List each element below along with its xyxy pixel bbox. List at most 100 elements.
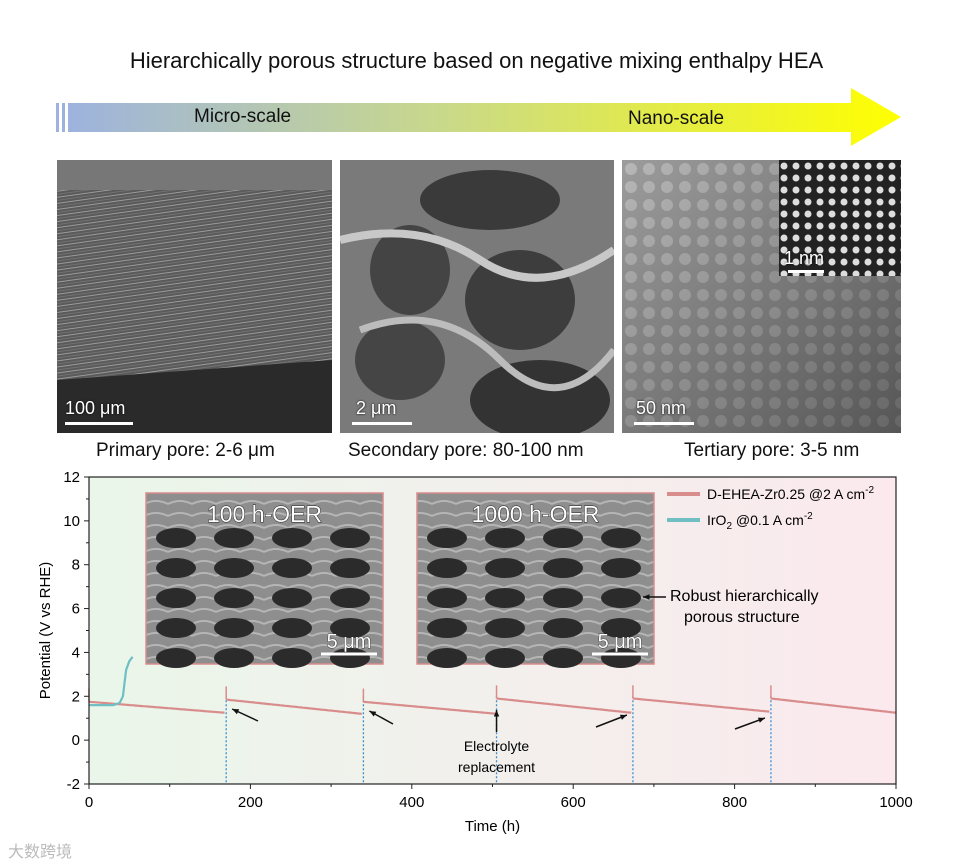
pore-hole [601,588,641,608]
micro-to-nano-scale-arrow [56,88,901,146]
pore-texture-graphic [340,160,614,433]
pore-hole [330,588,370,608]
pore-hole [543,528,583,548]
nano-scale-label: Nano-scale [628,108,725,129]
y-tick-label: 8 [72,557,80,574]
scale-bar-line [352,422,412,425]
scale-bar-label: 100 μm [65,398,126,418]
x-tick-label: 0 [85,794,93,811]
inset-scale-bar-label: 1 nm [784,248,825,268]
y-tick-label: 12 [63,469,80,486]
primary-pore-caption: Primary pore: 2-6 μm [96,440,275,461]
arrow-replacement-2-head [369,711,377,717]
arrow-robust-structure-head [643,594,650,600]
arrow-replacement-1-head [232,709,240,715]
pore-hole [156,618,196,638]
pore-hole [272,588,312,608]
scale-bar-line [634,422,694,425]
arrow-replacement-4-head [619,714,627,720]
pore-hole [272,528,312,548]
pore-hole [601,618,641,638]
y-tick-label: 2 [72,688,80,705]
electrolyte-annotation-line1: Electrolyte [464,738,530,754]
robust-annotation-line2: porous structure [684,609,800,626]
pore-hole [601,528,641,548]
inset-scale-bar-line [788,270,824,273]
x-tick-label: 600 [561,794,586,811]
pore-hole [427,528,467,548]
scale-bar-label: 50 nm [636,398,687,418]
legend-label-iro2: IrO2 @0.1 A cm-2 [707,511,813,532]
x-tick-label: 200 [238,794,263,811]
pore-hole [543,648,583,668]
y-tick-label: 0 [72,732,80,749]
pore-hole [427,588,467,608]
pore-hole [543,588,583,608]
pore-hole [485,528,525,548]
pore-hole [156,528,196,548]
electrolyte-annotation-line2: replacement [458,759,535,775]
pore-hole [214,588,254,608]
secondary-pore-caption: Secondary pore: 80-100 nm [348,440,584,461]
pore-hole [330,558,370,578]
sem-image-primary-pore: 100 μm [57,160,332,433]
robust-annotation-line1: Robust hierarchically [670,588,819,605]
pore-hole [156,558,196,578]
series-line-d-ehea [363,700,497,715]
pore-hole [214,558,254,578]
scale-bar-label: 2 μm [356,398,397,418]
y-tick-label: 10 [63,513,80,530]
inset-title: 1000 h-OER [472,501,600,527]
y-tick-label: -2 [67,776,80,793]
pore-hole [330,618,370,638]
y-tick-label: 4 [72,644,80,661]
series-line-d-ehea [632,697,770,713]
arrow-replacement-3-head [493,710,500,717]
inset-scale-bar-label: 5 μm [327,631,372,653]
watermark-text: 大数跨境 [8,844,73,861]
tem-image-tertiary-pore: 1 nm 50 nm [622,160,901,433]
pore-hole [427,558,467,578]
x-tick-label: 400 [399,794,424,811]
arrow-stripe [56,103,59,132]
y-tick-label: 6 [72,601,80,618]
pore-hole [485,618,525,638]
x-tick-label: 1000 [879,794,912,811]
legend-label-d-ehea: D-EHEA-Zr0.25 @2 A cm-2 [707,485,874,502]
series-line-d-ehea [496,697,632,714]
stability-chart: 0 200 400 600 800 1000 -2 0 2 4 6 8 10 12 Time (h) Pote… [37,469,913,835]
series-line-d-ehea [226,698,362,715]
scale-bar-line [65,422,133,425]
pore-hole [601,558,641,578]
x-axis-label: Time (h) [465,818,520,835]
pore-hole [214,618,254,638]
series-line-d-ehea [88,700,225,714]
pore-hole [272,558,312,578]
pore-hole [485,648,525,668]
nanoparticle-texture-graphic [622,160,901,433]
pore-hole [156,588,196,608]
pore-hole [272,648,312,668]
inset-title: 100 h-OER [207,501,322,527]
pore-hole [543,618,583,638]
pore-hole [156,648,196,668]
sem-image-secondary-pore: 2 μm [340,160,614,433]
series-line-iro2 [89,656,134,707]
x-tick-label: 800 [722,794,747,811]
scale-arrow-shape [68,88,901,146]
arrow-replacement-5-head [757,717,765,723]
pore-hole [214,528,254,548]
arrow-stripe [62,103,65,132]
pore-hole [427,618,467,638]
pore-hole [214,648,254,668]
pore-hole [427,648,467,668]
fibrous-texture-graphic [57,160,332,433]
pore-hole [330,528,370,548]
pore-hole [485,558,525,578]
pore-hole [485,588,525,608]
y-axis-label: Potential (V vs RHE) [37,562,54,700]
inset-scale-bar-label: 5 μm [598,631,643,653]
figure-title: Hierarchically porous structure based on… [129,48,824,73]
pore-hole [272,618,312,638]
tertiary-pore-caption: Tertiary pore: 3-5 nm [684,440,860,461]
